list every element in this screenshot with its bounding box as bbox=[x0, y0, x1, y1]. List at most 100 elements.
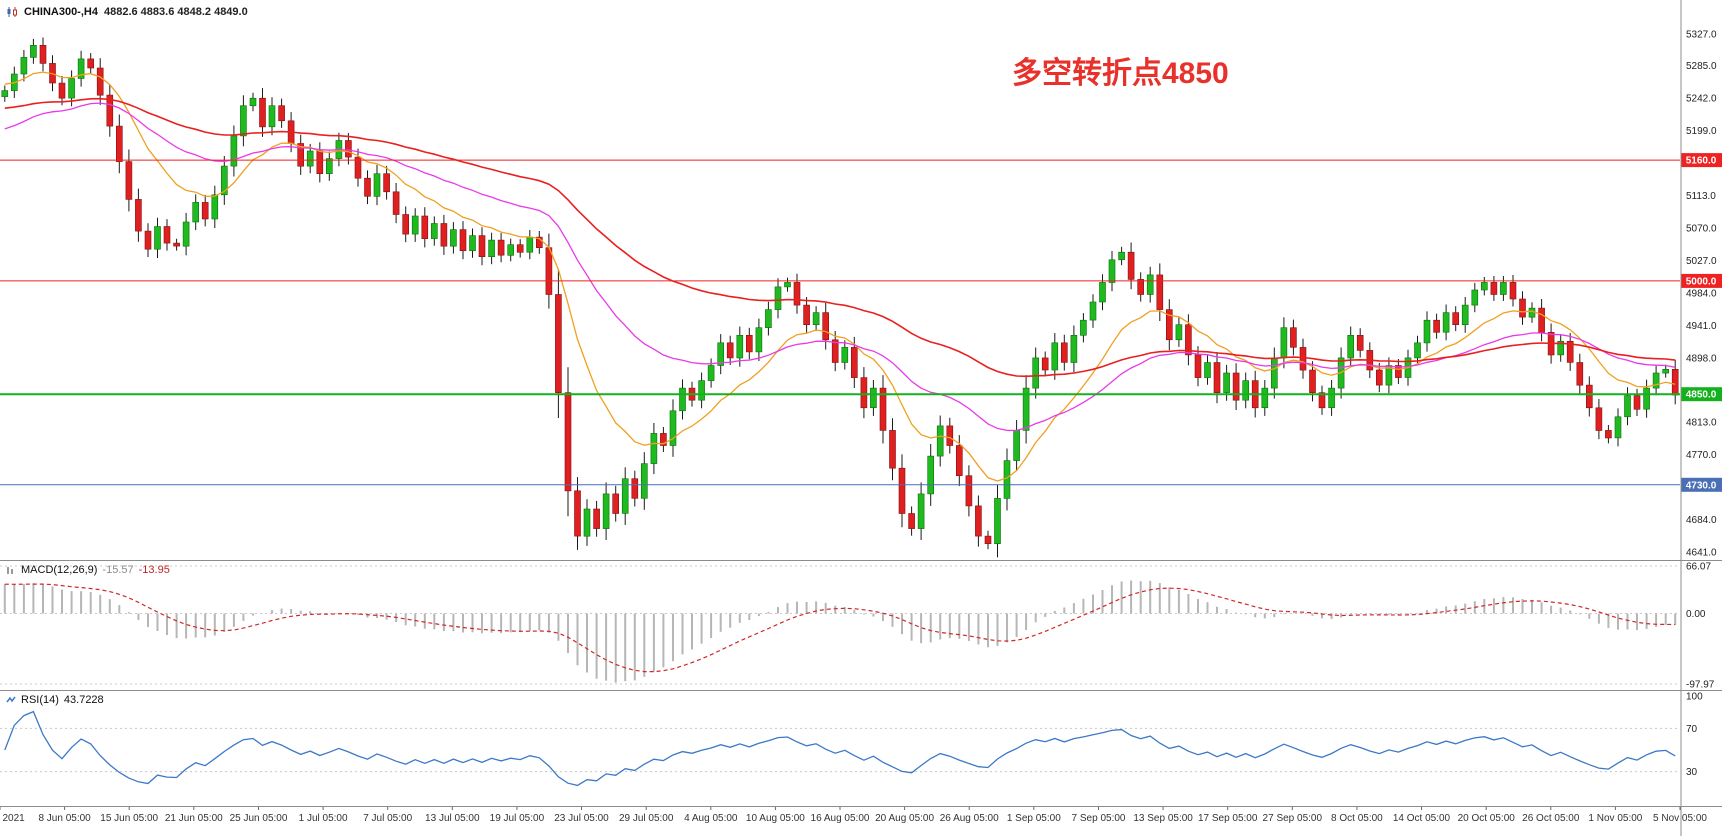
bearish-candle bbox=[545, 247, 553, 295]
macd-axis-label: -97.97 bbox=[1686, 680, 1715, 691]
bearish-candle bbox=[163, 226, 171, 244]
bearish-candle bbox=[879, 387, 887, 431]
bearish-candle bbox=[898, 467, 906, 514]
bullish-candle bbox=[765, 309, 772, 329]
time-axis-label: 1 Sep 05:00 bbox=[1007, 813, 1061, 824]
bullish-candle bbox=[1461, 304, 1469, 326]
bearish-candle bbox=[383, 173, 390, 193]
bearish-candle bbox=[96, 67, 104, 96]
price-axis-label: 5242.0 bbox=[1686, 94, 1717, 105]
bearish-candle bbox=[631, 478, 639, 499]
bearish-candle bbox=[516, 244, 524, 253]
bullish-candle bbox=[1385, 365, 1393, 386]
bullish-candle bbox=[1175, 324, 1183, 341]
bullish-candle bbox=[1261, 387, 1269, 409]
chart-annotation-text: 多空转折点4850 bbox=[1012, 57, 1229, 90]
time-axis-label: 7 Jul 05:00 bbox=[363, 813, 412, 824]
bullish-candle bbox=[784, 282, 791, 288]
time-scale[interactable]: 1 Jun 2021 8 Jun 05:00 15 Jun 05:00 21 Jun … bbox=[0, 806, 1707, 824]
bullish-candle bbox=[526, 236, 534, 253]
rsi-axis-label: 100 bbox=[1686, 692, 1703, 703]
bearish-candle bbox=[1194, 354, 1202, 378]
bearish-candle bbox=[1309, 369, 1316, 394]
bearish-candle bbox=[726, 342, 734, 359]
bullish-candle bbox=[698, 380, 705, 401]
bullish-candle bbox=[268, 105, 276, 128]
bullish-candle bbox=[154, 226, 161, 250]
bullish-candle bbox=[812, 312, 820, 326]
bullish-candle bbox=[450, 229, 457, 247]
bearish-candle bbox=[660, 433, 667, 446]
price-tag-label: 5160.0 bbox=[1686, 156, 1717, 167]
time-axis-label: 23 Jul 05:00 bbox=[554, 813, 609, 824]
bullish-candle bbox=[192, 202, 199, 223]
bearish-candle bbox=[1185, 324, 1192, 356]
indicator-icon bbox=[6, 565, 16, 575]
bearish-candle bbox=[106, 94, 114, 127]
bearish-candle bbox=[259, 97, 266, 128]
bearish-candle bbox=[1041, 357, 1049, 371]
symbol-ohlc-readout: CHINA300-,H4 4882.6 4883.6 4848.2 4849.0 bbox=[6, 6, 248, 18]
bullish-candle bbox=[1414, 342, 1421, 359]
bearish-candle bbox=[1576, 362, 1584, 386]
bearish-candle bbox=[574, 490, 581, 537]
bearish-candle bbox=[1290, 327, 1297, 348]
candles-layer bbox=[1, 37, 1679, 558]
time-axis-label: 5 Nov 05:00 bbox=[1653, 813, 1707, 824]
bullish-candle bbox=[373, 173, 381, 197]
bearish-candle bbox=[1395, 365, 1402, 378]
bearish-candle bbox=[1137, 279, 1144, 295]
time-axis-label: 29 Jul 05:00 bbox=[619, 813, 674, 824]
bullish-candle bbox=[1080, 319, 1087, 336]
bullish-candle bbox=[1146, 274, 1154, 295]
bullish-candle bbox=[707, 365, 715, 381]
bullish-candle bbox=[306, 150, 314, 167]
bullish-candle bbox=[936, 425, 944, 457]
bullish-candle bbox=[774, 286, 782, 310]
bearish-candle bbox=[87, 58, 94, 69]
price-tag bbox=[1681, 477, 1722, 492]
price-axis-label: 5113.0 bbox=[1686, 191, 1716, 202]
bearish-candle bbox=[908, 513, 915, 529]
bearish-candle bbox=[965, 475, 973, 507]
bearish-candle bbox=[297, 143, 305, 167]
bullish-candle bbox=[1662, 368, 1669, 374]
bullish-candle bbox=[1271, 357, 1278, 389]
bearish-candle bbox=[116, 125, 123, 162]
bullish-candle bbox=[1280, 327, 1288, 359]
bearish-candle bbox=[1595, 407, 1603, 431]
price-axis-label: 4941.0 bbox=[1686, 321, 1717, 332]
price-axis-label: 5327.0 bbox=[1686, 30, 1717, 41]
bearish-candle bbox=[144, 230, 152, 250]
bullish-candle bbox=[507, 244, 515, 256]
bullish-candle bbox=[1089, 301, 1097, 321]
bearish-candle bbox=[402, 214, 410, 235]
bearish-candle bbox=[564, 392, 572, 492]
moving-averages-layer bbox=[4, 71, 1676, 482]
ma_fast-line bbox=[4, 71, 1676, 482]
bearish-candle bbox=[889, 430, 896, 469]
bullish-candle bbox=[1471, 289, 1479, 306]
time-axis-label: 25 Jun 05:00 bbox=[230, 813, 288, 824]
bearish-candle bbox=[1633, 395, 1641, 410]
bearish-candle bbox=[345, 140, 352, 158]
macd-main-value: -15.57 bbox=[102, 564, 134, 576]
bearish-candle bbox=[955, 445, 963, 477]
bearish-candle bbox=[58, 82, 66, 99]
macd-axis-label: 66.07 bbox=[1686, 562, 1711, 573]
rsi-axis-label: 70 bbox=[1686, 724, 1698, 735]
bullish-candle bbox=[841, 347, 849, 363]
bullish-candle bbox=[1223, 372, 1230, 393]
bearish-candle bbox=[354, 156, 362, 179]
bullish-candle bbox=[1051, 342, 1059, 371]
bullish-candle bbox=[230, 135, 238, 167]
rsi-value: 43.7228 bbox=[63, 694, 104, 706]
time-axis-label: 13 Jul 05:00 bbox=[425, 813, 480, 824]
price-tag bbox=[1681, 387, 1722, 402]
bearish-candle bbox=[459, 229, 467, 252]
bearish-candle bbox=[831, 339, 839, 363]
price-scale[interactable]: 5327.0 5285.0 5242.0 5199.0 5113.0 5070.0 5027… bbox=[1681, 30, 1722, 559]
macd-signal-line bbox=[4, 583, 1676, 673]
bearish-candle bbox=[1490, 282, 1498, 295]
